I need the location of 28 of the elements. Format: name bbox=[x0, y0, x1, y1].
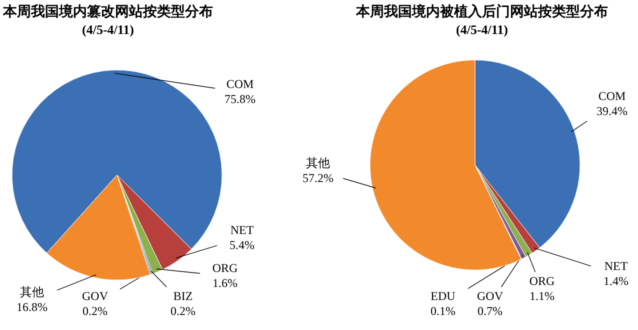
slice-label: COM bbox=[598, 89, 626, 103]
data-label: 1.4% bbox=[604, 274, 628, 288]
slice-label: GOV bbox=[477, 289, 504, 303]
chart-subtitle: (4/5-4/11) bbox=[456, 22, 508, 37]
slice-label: ORG bbox=[529, 274, 555, 288]
data-label: 5.4% bbox=[230, 238, 254, 252]
chart-title: 本周我国境内篡改网站按类型分布 bbox=[2, 3, 213, 20]
slice-label: ORG bbox=[212, 261, 238, 275]
data-label: 39.4% bbox=[596, 104, 628, 118]
chart-subtitle: (4/5-4/11) bbox=[82, 22, 134, 37]
data-label: 0.7% bbox=[478, 304, 502, 318]
slice-label: 其他 bbox=[20, 285, 44, 299]
data-label: 57.2% bbox=[302, 171, 334, 185]
data-label: 1.1% bbox=[530, 289, 554, 303]
data-label: 75.8% bbox=[224, 92, 256, 106]
data-label: 0.2% bbox=[82, 304, 108, 318]
slice-label: NET bbox=[604, 259, 628, 273]
slice-label: COM bbox=[226, 77, 254, 91]
data-label: 0.1% bbox=[430, 304, 456, 318]
slice-label: EDU bbox=[430, 289, 456, 303]
chart-title: 本周我国境内被植入后门网站按类型分布 bbox=[355, 3, 608, 20]
slice-label: BIZ bbox=[173, 289, 193, 303]
slice-label: GOV bbox=[82, 289, 108, 303]
slice-label: 其他 bbox=[306, 156, 330, 170]
data-label: 1.6% bbox=[212, 276, 238, 290]
data-label: 16.8% bbox=[16, 300, 48, 314]
data-label: 0.2% bbox=[170, 304, 196, 318]
slice-label: NET bbox=[230, 223, 254, 237]
